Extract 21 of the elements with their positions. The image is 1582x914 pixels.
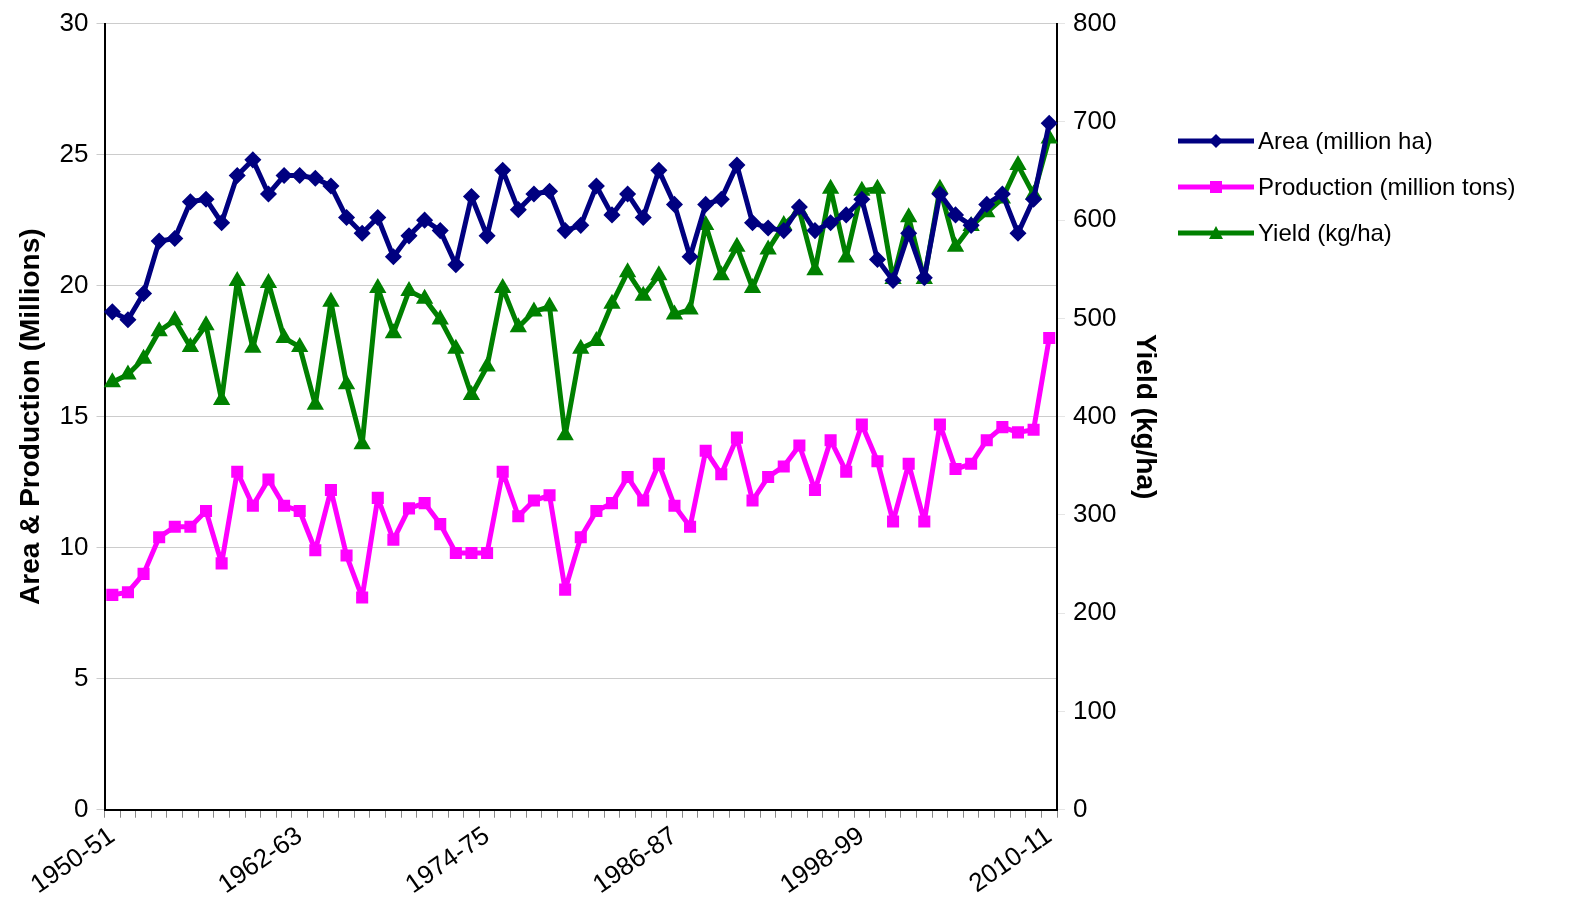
y-axis-title: Area & Production (Millions) (13, 228, 45, 605)
y2-tick-label: 100 (1073, 694, 1117, 725)
legend-label: Area (million ha) (1258, 127, 1433, 155)
y2-tick-label: 400 (1073, 399, 1117, 430)
y2-tick-label: 0 (1073, 792, 1088, 823)
y-tick-label: 20 (59, 268, 89, 299)
y-tick-label: 5 (74, 661, 89, 692)
y2-tick-label: 700 (1073, 105, 1117, 136)
y2-tick-label: 300 (1073, 498, 1117, 529)
legend-label: Production (million tons) (1258, 173, 1516, 201)
y-tick-label: 15 (59, 399, 89, 430)
y2-tick-label: 600 (1073, 203, 1117, 234)
y-tick-label: 30 (59, 6, 89, 37)
legend-label: Yield (kg/ha) (1258, 219, 1392, 247)
y2-tick-label: 800 (1073, 6, 1117, 37)
y2-tick-label: 500 (1073, 301, 1117, 332)
y-tick-label: 0 (74, 792, 89, 823)
y2-axis-title: Yield (kg/ha) (1131, 333, 1163, 500)
y-tick-label: 10 (59, 530, 89, 561)
y-tick-label: 25 (59, 137, 89, 168)
y2-tick-label: 200 (1073, 596, 1117, 627)
